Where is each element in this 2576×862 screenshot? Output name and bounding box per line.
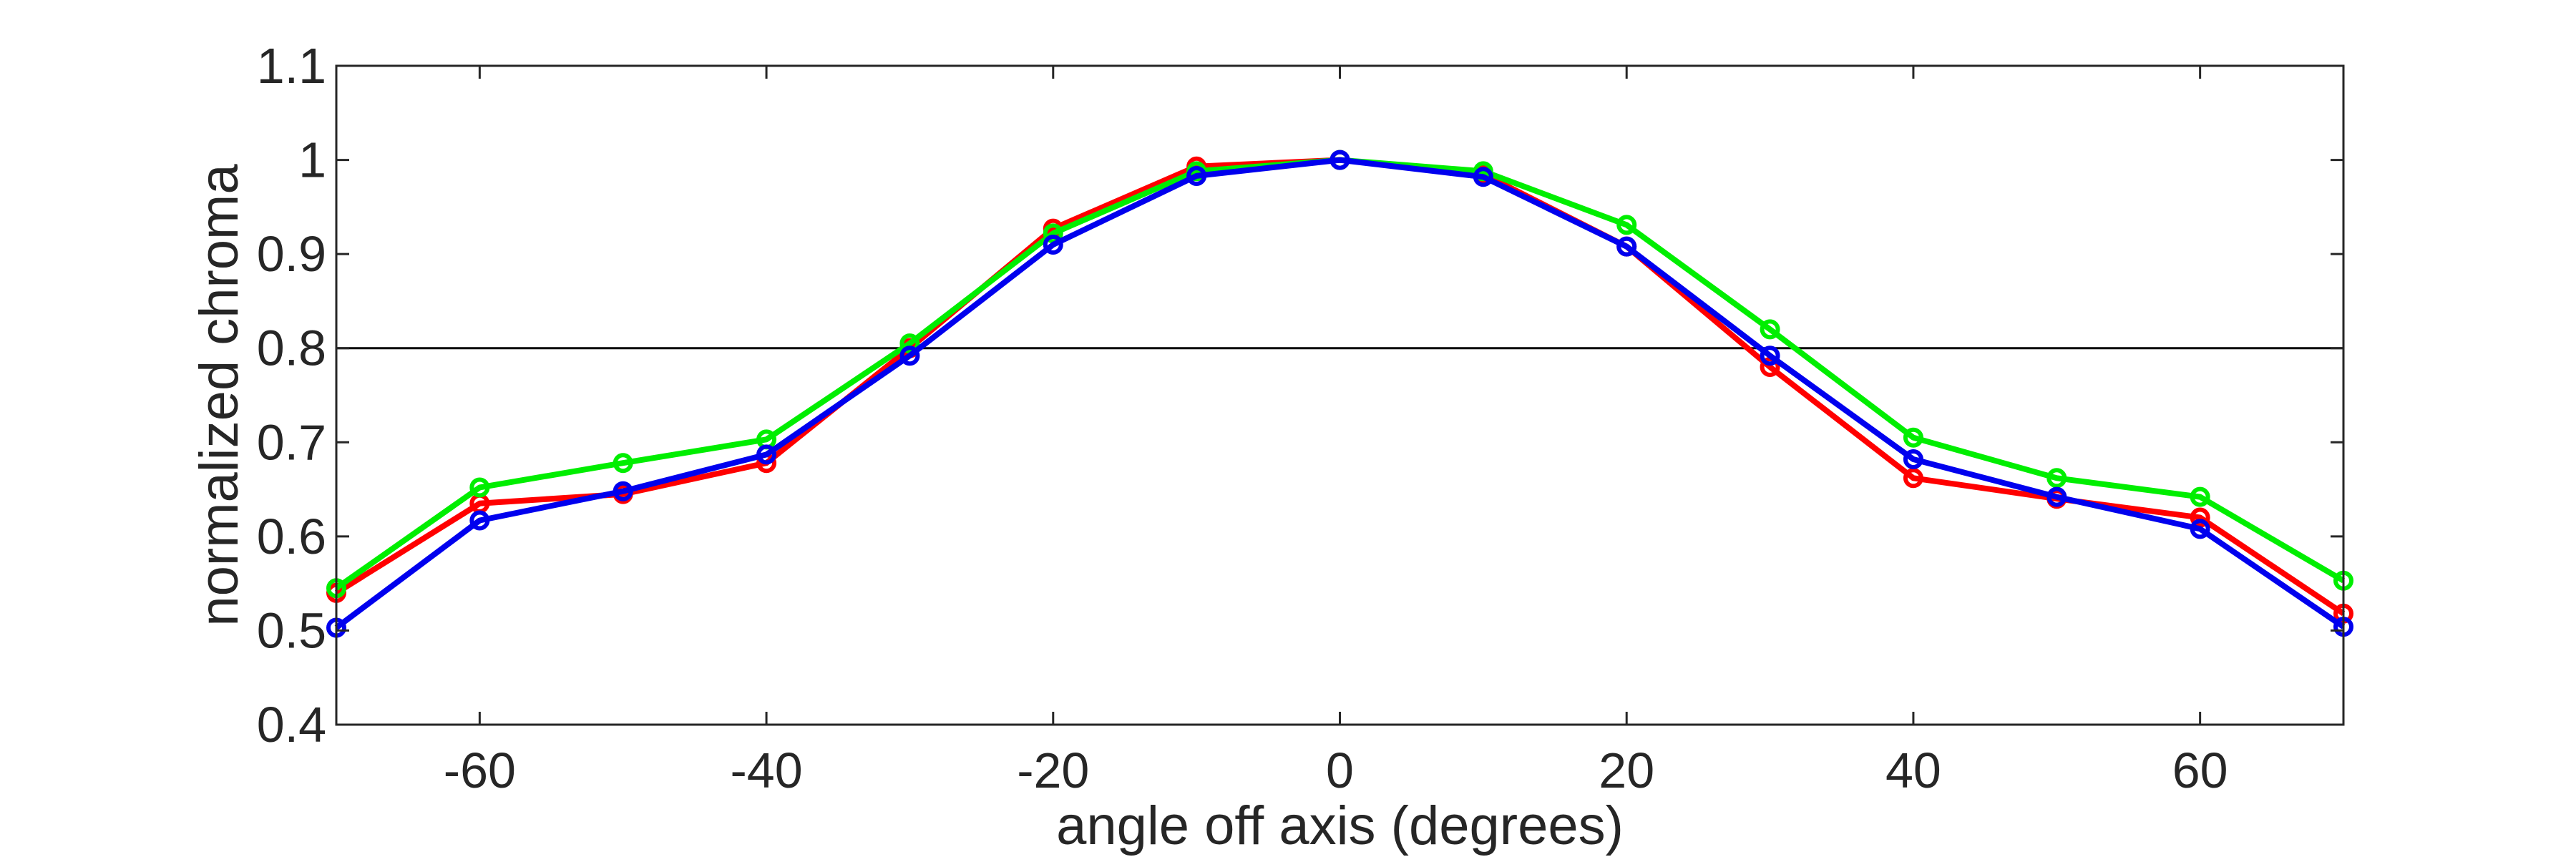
y-tick-label: 0.5 bbox=[257, 602, 326, 658]
x-tick-label: 40 bbox=[1885, 743, 1941, 798]
plot-area bbox=[336, 66, 2343, 725]
series-line bbox=[334, 157, 2346, 630]
x-tick-label: 20 bbox=[1599, 743, 1654, 798]
data-point bbox=[2190, 486, 2210, 507]
x-tick-label: -60 bbox=[444, 743, 516, 798]
data-point bbox=[1903, 468, 1923, 489]
data-point bbox=[469, 477, 490, 498]
data-point bbox=[469, 510, 490, 531]
data-point bbox=[2190, 507, 2210, 528]
x-tick-label: 60 bbox=[2172, 743, 2228, 798]
data-point bbox=[1186, 165, 1207, 186]
y-tick-label: 0.4 bbox=[257, 697, 326, 753]
x-tick-label: -40 bbox=[730, 743, 802, 798]
x-tick-label: -20 bbox=[1017, 743, 1089, 798]
data-point bbox=[1330, 150, 1350, 170]
data-point bbox=[1473, 167, 1493, 187]
y-tick-label: 0.8 bbox=[257, 320, 326, 376]
data-point bbox=[1043, 223, 1063, 244]
data-point bbox=[613, 481, 633, 501]
data-point bbox=[1760, 319, 1780, 340]
x-tick-label: 0 bbox=[1326, 743, 1354, 798]
y-tick-label: 0.7 bbox=[257, 414, 326, 470]
y-tick-label: 0.9 bbox=[257, 226, 326, 282]
data-point bbox=[2190, 519, 2210, 539]
data-point bbox=[613, 453, 633, 474]
data-point bbox=[2046, 486, 2067, 507]
y-tick-label: 1 bbox=[298, 132, 326, 188]
data-point bbox=[1903, 427, 1923, 448]
data-point bbox=[1616, 236, 1637, 257]
data-point bbox=[899, 333, 920, 354]
y-axis-title: normalized chroma bbox=[189, 164, 250, 627]
y-tick-label: 0.6 bbox=[257, 509, 326, 564]
x-axis-title: angle off axis (degrees) bbox=[1056, 795, 1624, 856]
y-tick-label: 1.1 bbox=[257, 38, 326, 94]
data-point bbox=[1903, 449, 1923, 469]
data-point bbox=[1760, 346, 1780, 366]
data-point bbox=[756, 444, 777, 465]
data-point bbox=[1043, 234, 1063, 255]
data-point bbox=[2046, 468, 2067, 489]
data-point bbox=[1616, 215, 1637, 235]
data-point bbox=[899, 346, 920, 366]
